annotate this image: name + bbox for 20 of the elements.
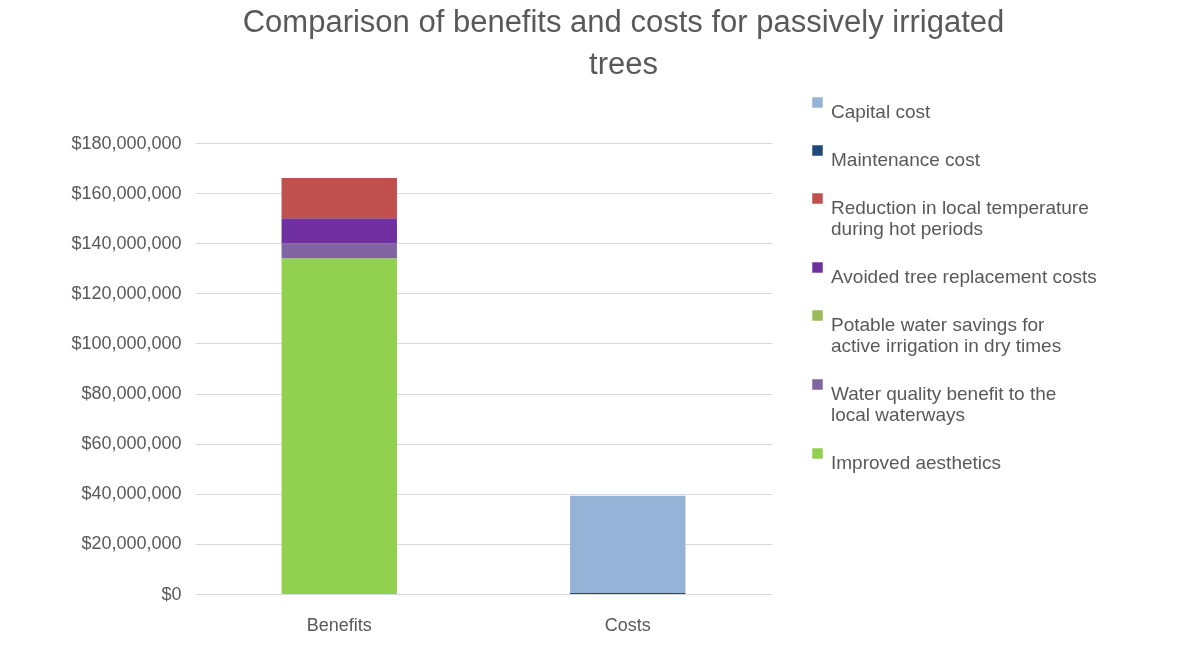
y-tick-label: $80,000,000 [81,383,182,404]
legend-label: Reduction in local temperature during hot periods [831,196,1089,239]
x-tick-label: Costs [604,614,651,635]
y-tick-label: $40,000,000 [81,483,182,504]
y-tick-label: $160,000,000 [71,182,182,203]
y-tick-label: $180,000,000 [71,132,182,153]
y-tick-label: $140,000,000 [71,232,182,253]
y-tick-label: $120,000,000 [71,282,182,303]
y-tick-label: $20,000,000 [81,533,182,554]
y-tick-label: $0 [161,583,182,604]
chart-title: Comparison of benefits and costs for passively irrigated trees [242,4,1005,81]
legend-label: Potable water savings for active irrigation in dry times [831,313,1062,356]
legend-label: Capital cost [831,100,931,122]
y-tick-label: $60,000,000 [81,433,182,454]
y-tick-label: $100,000,000 [71,332,182,353]
legend-label: Water quality benefit to the local waterways [831,382,1057,425]
legend-label: Maintenance cost [831,148,981,170]
legend-label: Improved aesthetics [831,451,1002,473]
x-tick-label: Benefits [306,614,372,635]
legend-label: Avoided tree replacement costs [831,265,1097,287]
